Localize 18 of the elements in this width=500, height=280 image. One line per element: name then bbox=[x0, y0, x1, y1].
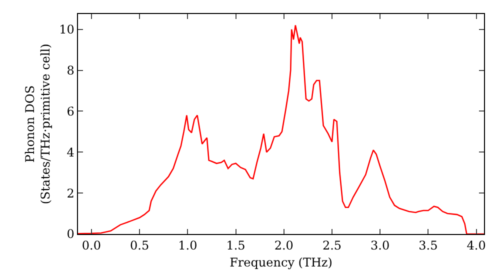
y-tick-label: 8 bbox=[66, 63, 74, 78]
x-tick-label: 0.0 bbox=[82, 238, 102, 253]
x-tick-label: 4.0 bbox=[466, 238, 486, 253]
x-tick-label: 1.0 bbox=[178, 238, 198, 253]
x-tick-label: 3.0 bbox=[370, 238, 390, 253]
x-tick-label: 0.5 bbox=[130, 238, 150, 253]
x-tick-label: 2.5 bbox=[322, 238, 342, 253]
x-tick-label: 3.5 bbox=[418, 238, 438, 253]
y-tick-label: 6 bbox=[66, 104, 74, 118]
line-series bbox=[78, 24, 484, 234]
y-tick-label: 4 bbox=[66, 145, 75, 160]
x-tick-label: 2.0 bbox=[274, 238, 294, 253]
x-tick-label: 1.5 bbox=[226, 238, 246, 253]
y-axis-title: Phonon DOS (States/THz·primitive cell) bbox=[22, 44, 53, 204]
y-tick-label: 0 bbox=[66, 227, 74, 242]
y-tick-label: 10 bbox=[59, 22, 74, 37]
x-axis-title: Frequency (THz) bbox=[230, 255, 332, 270]
y-tick-label: 2 bbox=[66, 186, 74, 200]
